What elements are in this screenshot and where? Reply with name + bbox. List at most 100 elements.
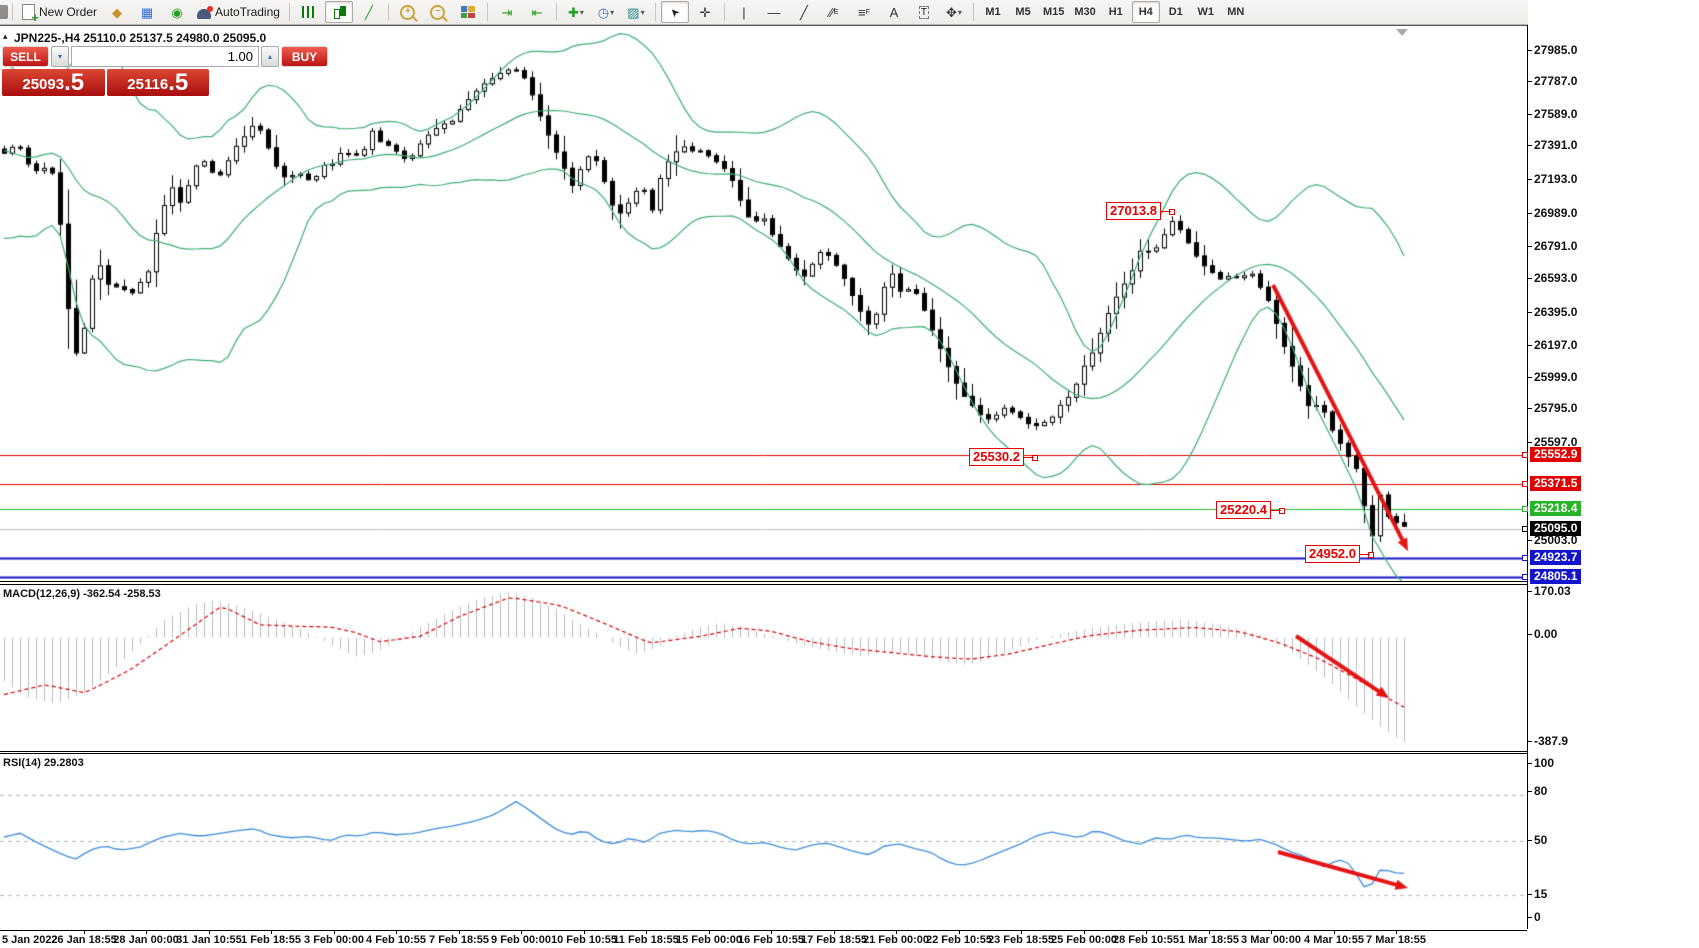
time-tick-mark bbox=[521, 931, 522, 934]
zoom-out-icon: − bbox=[430, 4, 446, 20]
price-callout-label[interactable]: 25530.2 bbox=[969, 448, 1038, 466]
market-watch-icon: ◆ bbox=[112, 4, 123, 20]
trendline-tool-button[interactable]: ╱ bbox=[790, 1, 818, 23]
arrows-tool-button[interactable]: ✥ ▾ bbox=[940, 1, 968, 23]
line-chart-mode-button[interactable]: ╱ bbox=[355, 1, 383, 23]
volume-increase-button[interactable]: ▴ bbox=[261, 46, 279, 67]
macd-canvas[interactable] bbox=[0, 585, 1527, 751]
separator bbox=[288, 3, 290, 21]
timeframe-d1-button[interactable]: D1 bbox=[1168, 6, 1183, 18]
channel-sub-label: E bbox=[833, 8, 839, 16]
timeframe-h1-button[interactable]: H1 bbox=[1108, 6, 1123, 18]
tile-windows-button[interactable] bbox=[454, 1, 482, 23]
text-label-tool-button[interactable]: T bbox=[910, 1, 938, 23]
separator bbox=[486, 3, 488, 21]
time-tick-mark bbox=[1271, 931, 1272, 934]
price-level-badge: 25552.9 bbox=[1522, 447, 1582, 462]
price-tick-label: 25003.0 bbox=[1528, 533, 1577, 547]
market-watch-button[interactable]: ◆ bbox=[103, 1, 131, 23]
horizontal-line-tool-button[interactable]: — bbox=[760, 1, 788, 23]
price-callout-label[interactable]: 24952.0 bbox=[1305, 545, 1374, 563]
price-tick-label: 25999.0 bbox=[1528, 370, 1577, 384]
fibonacci-tool-button[interactable]: ≡ F bbox=[850, 1, 878, 23]
timeframe-m5-button[interactable]: M5 bbox=[1015, 6, 1031, 18]
time-tick-label: 31 Jan 10:55 bbox=[176, 934, 242, 946]
macd-label: MACD(12,26,9) -362.54 -258.53 bbox=[3, 588, 161, 600]
signal-button[interactable]: ◉ bbox=[163, 1, 191, 23]
sell-price[interactable]: 25093 .5 bbox=[2, 69, 105, 96]
time-tick-label: 3 Feb 00:00 bbox=[304, 934, 364, 946]
timeframe-m1-button[interactable]: M1 bbox=[985, 6, 1001, 18]
time-tick-label: 28 Jan 00:00 bbox=[113, 934, 179, 946]
sell-button[interactable]: SELL bbox=[2, 46, 49, 67]
price-tick-label: 27589.0 bbox=[1528, 107, 1577, 121]
pane-separator[interactable] bbox=[0, 751, 1699, 752]
zoom-out-button[interactable]: − bbox=[424, 1, 452, 23]
separator bbox=[972, 3, 974, 21]
volume-decrease-button[interactable]: ▾ bbox=[51, 46, 69, 67]
auto-scroll-button[interactable]: ⇥ bbox=[493, 1, 521, 23]
bar-chart-mode-button[interactable] bbox=[295, 1, 323, 23]
timeframe-m30-button[interactable]: M30 bbox=[1074, 6, 1096, 18]
separator bbox=[12, 3, 13, 21]
crosshair-icon: ✛ bbox=[699, 4, 711, 20]
buy-button[interactable]: BUY bbox=[281, 46, 328, 67]
panel-collapse-icon[interactable]: ▴ bbox=[3, 31, 8, 41]
candlestick-mode-button[interactable] bbox=[324, 1, 353, 23]
chart-title: JPN225-,H4 25110.0 25137.5 24980.0 25095… bbox=[14, 31, 267, 45]
buy-price-fraction: .5 bbox=[168, 69, 189, 96]
indicators-button[interactable]: ✚ ▾ bbox=[562, 1, 590, 23]
cursor-tool-button[interactable]: ➤ bbox=[660, 1, 689, 23]
rsi-canvas[interactable] bbox=[0, 754, 1527, 929]
price-axis: 27985.0 27787.0 27589.0 27391.0 27193.0 26989… bbox=[1522, 0, 1699, 948]
timeframe-group: M1 M5 M15 M30 H1 H4 D1 W1 MN bbox=[978, 1, 1251, 23]
time-tick-label: 11 Feb 18:55 bbox=[613, 934, 679, 946]
templates-button[interactable]: ▨ ▾ bbox=[622, 1, 650, 23]
chevron-down-icon: ▾ bbox=[640, 7, 645, 17]
price-level-badge: 24805.1 bbox=[1522, 569, 1582, 584]
channel-tool-button[interactable]: ∕∕ E bbox=[820, 1, 848, 23]
equidistant-channel-icon: ∕∕ bbox=[829, 4, 834, 20]
time-tick-mark bbox=[84, 931, 85, 934]
volume-input[interactable] bbox=[71, 46, 259, 67]
buy-price[interactable]: 25116 .5 bbox=[106, 69, 209, 96]
price-callout-label[interactable]: 25220.4 bbox=[1216, 501, 1285, 519]
new-order-button[interactable]: New Order bbox=[18, 1, 101, 25]
vertical-line-icon: | bbox=[742, 4, 746, 20]
arrows-icon: ✥ bbox=[945, 4, 957, 20]
auto-scroll-icon: ⇥ bbox=[501, 4, 513, 20]
time-tick-mark bbox=[1021, 931, 1022, 934]
chart-shift-marker-icon[interactable] bbox=[1396, 29, 1408, 36]
chart-top-border bbox=[0, 25, 1699, 26]
toolbar: New Order ◆ ▦ ◉ AutoTrading ╱ + − ⇥ ⇤ ✚▾… bbox=[0, 0, 1699, 25]
timeframe-mn-button[interactable]: MN bbox=[1227, 6, 1245, 18]
time-tick-label: 17 Feb 18:55 bbox=[800, 934, 868, 946]
time-tick-label: 1 Mar 18:55 bbox=[1179, 934, 1239, 946]
zoom-in-button[interactable]: + bbox=[394, 1, 422, 23]
price-chart-canvas[interactable] bbox=[0, 26, 1527, 581]
time-tick-label: 21 Feb 00:00 bbox=[862, 934, 930, 946]
price-axis-separator bbox=[1527, 25, 1528, 929]
time-tick-mark bbox=[1396, 931, 1397, 934]
timeframe-m15-button[interactable]: M15 bbox=[1042, 6, 1065, 18]
one-click-trading-panel: SELL ▾ ▴ BUY 25093 .5 25116 .5 bbox=[2, 46, 328, 96]
time-tick-label: 23 Feb 18:55 bbox=[987, 934, 1055, 946]
time-tick-label: 5 Jan 2022 bbox=[2, 934, 58, 946]
text-tool-button[interactable]: A bbox=[880, 1, 908, 23]
time-tick-label: 15 Feb 00:00 bbox=[675, 934, 743, 946]
vertical-line-tool-button[interactable]: | bbox=[730, 1, 758, 23]
autotrading-button[interactable]: AutoTrading bbox=[193, 1, 284, 23]
periods-button[interactable]: ◷ ▾ bbox=[592, 1, 620, 23]
pane-separator[interactable] bbox=[0, 581, 1699, 582]
time-tick-label: 26 Jan 18:55 bbox=[51, 934, 117, 946]
data-window-button[interactable]: ▦ bbox=[133, 1, 161, 23]
crosshair-tool-button[interactable]: ✛ bbox=[691, 1, 719, 23]
timeframe-w1-button[interactable]: W1 bbox=[1197, 6, 1215, 18]
timeframe-h4-button[interactable]: H4 bbox=[1131, 1, 1160, 23]
separator bbox=[723, 3, 725, 21]
price-level-badge: 24923.7 bbox=[1522, 550, 1582, 565]
rsi-label: RSI(14) 29.2803 bbox=[3, 757, 84, 769]
price-callout-label[interactable]: 27013.8 bbox=[1106, 202, 1175, 220]
chart-shift-button[interactable]: ⇤ bbox=[523, 1, 551, 23]
